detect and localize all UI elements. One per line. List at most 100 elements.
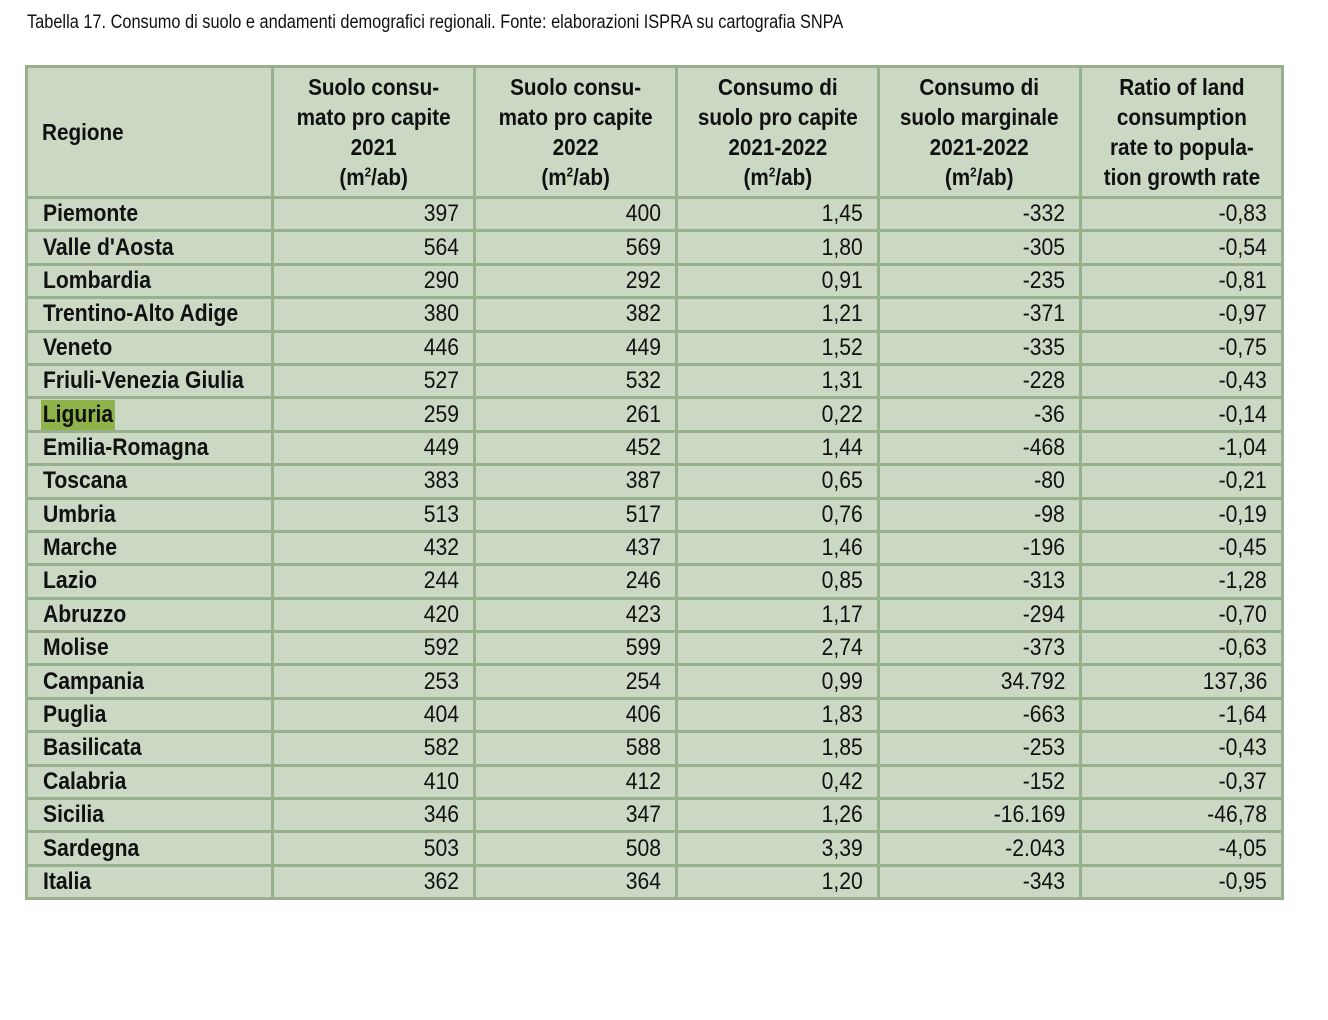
header-per-capita-change: Consumo di suolo pro capite 2021-2022 (m2/a…: [675, 65, 881, 199]
header-label: Consumo di suolo marginale 2021-2022 (m2/ab…: [900, 72, 1059, 192]
cell-text: 364: [625, 868, 662, 895]
regional-land-consumption-table: Regione Suolo consu-mato pro capite 2021 (m…: [24, 65, 1285, 901]
cell-text: 1,85: [821, 734, 864, 762]
per-capita-change-cell: 0,85: [675, 563, 881, 600]
per-capita-change-cell: 0,91: [675, 262, 881, 300]
region-cell: Emilia-Romagna: [24, 429, 275, 467]
cell-text: Friuli-Venezia Giulia: [43, 367, 244, 395]
table-row: Marche 432 437 1,46 -196 -0,45: [24, 529, 1285, 567]
cell-text: -196: [1022, 534, 1066, 562]
per-capita-change-cell: 1,45: [675, 195, 881, 233]
header-line: Consumo di: [919, 74, 1040, 100]
marginal-consumption-cell: -2.043: [877, 830, 1083, 867]
consumed-2022-cell: 254: [473, 663, 679, 700]
consumed-2022-cell: 364: [473, 863, 679, 901]
table-row: Trentino-Alto Adige 380 382 1,21 -371 -0,97: [24, 296, 1285, 333]
header-line: consumption: [1116, 104, 1247, 130]
cell-text: -80: [1034, 467, 1066, 495]
cell-text: -0,97: [1218, 300, 1268, 328]
table-row: Piemonte 397 400 1,45 -332 -0,83: [24, 195, 1285, 233]
table-row: Emilia-Romagna 449 452 1,44 -468 -1,04: [24, 429, 1285, 467]
cell-text: -294: [1022, 600, 1066, 628]
consumed-2021-cell: 253: [271, 663, 477, 700]
ratio-cell: -0,83: [1079, 195, 1285, 233]
header-line: Regione: [42, 119, 124, 145]
cell-text: 513: [423, 500, 460, 528]
ratio-cell: -46,78: [1079, 797, 1285, 834]
table-row: Sicilia 346 347 1,26 -16.169 -46,78: [24, 797, 1285, 834]
cell-text: -373: [1022, 634, 1066, 662]
marginal-consumption-cell: -235: [877, 262, 1083, 300]
cell-text: Trentino-Alto Adige: [43, 300, 239, 328]
table-row: Abruzzo 420 423 1,17 -294 -0,70: [24, 596, 1285, 634]
marginal-consumption-cell: 34.792: [877, 663, 1083, 700]
marginal-consumption-cell: -80: [877, 463, 1083, 500]
consumed-2022-cell: 517: [473, 496, 679, 533]
per-capita-change-cell: 1,44: [675, 429, 881, 467]
per-capita-change-cell: 0,65: [675, 463, 881, 500]
consumed-2021-cell: 380: [271, 296, 477, 333]
consumed-2022-cell: 246: [473, 563, 679, 600]
header-unit: (m2/ab): [945, 164, 1014, 190]
region-cell: Trentino-Alto Adige: [24, 296, 275, 333]
per-capita-change-cell: 1,26: [675, 797, 881, 834]
cell-text: 1,45: [821, 200, 864, 228]
cell-text: Abruzzo: [43, 600, 127, 628]
cell-text: 599: [625, 634, 662, 662]
cell-text: 0,85: [821, 567, 864, 595]
cell-text: 449: [423, 433, 460, 461]
cell-text: 0,42: [821, 767, 864, 795]
marginal-consumption-cell: -332: [877, 195, 1083, 233]
ratio-cell: -0,54: [1079, 229, 1285, 266]
cell-text: -0,21: [1218, 467, 1268, 495]
cell-text: -343: [1022, 868, 1066, 895]
region-cell: Veneto: [24, 329, 275, 366]
cell-text: 0,76: [821, 500, 864, 528]
cell-text: Toscana: [43, 467, 128, 495]
per-capita-change-cell: 0,42: [675, 763, 881, 801]
consumed-2022-cell: 387: [473, 463, 679, 500]
region-cell: Sardegna: [24, 830, 275, 867]
ratio-cell: -0,45: [1079, 529, 1285, 567]
cell-text: 362: [423, 868, 460, 895]
cell-text: -0,95: [1218, 868, 1268, 895]
cell-text: Veneto: [43, 333, 113, 361]
ratio-cell: -1,64: [1079, 696, 1285, 734]
per-capita-change-cell: 1,83: [675, 696, 881, 734]
marginal-consumption-cell: -196: [877, 529, 1083, 567]
per-capita-change-cell: 1,31: [675, 362, 881, 400]
cell-text: 406: [625, 701, 662, 729]
cell-text: -253: [1022, 734, 1066, 762]
cell-text: 400: [625, 200, 662, 228]
cell-text: Valle d'Aosta: [43, 233, 174, 261]
consumed-2021-cell: 564: [271, 229, 477, 266]
cell-text: 3,39: [821, 834, 864, 862]
region-cell: Campania: [24, 663, 275, 700]
region-cell: Umbria: [24, 496, 275, 533]
ratio-cell: -0,21: [1079, 463, 1285, 500]
cell-text: 532: [625, 367, 662, 395]
cell-text: Italia: [43, 868, 92, 895]
region-cell: Basilicata: [24, 730, 275, 767]
consumed-2021-cell: 527: [271, 362, 477, 400]
ratio-cell: -0,97: [1079, 296, 1285, 333]
per-capita-change-cell: 1,20: [675, 863, 881, 901]
header-unit: (m2/ab): [339, 164, 408, 190]
consumed-2022-cell: 452: [473, 429, 679, 467]
cell-text: -98: [1034, 500, 1066, 528]
header-line: suolo marginale: [900, 104, 1059, 130]
consumed-2022-cell: 437: [473, 529, 679, 567]
cell-text: 1,17: [821, 600, 864, 628]
cell-text: Liguria: [41, 399, 115, 430]
cell-text: 292: [625, 266, 662, 294]
region-cell: Sicilia: [24, 797, 275, 834]
region-cell: Lombardia: [24, 262, 275, 300]
cell-text: 410: [423, 767, 460, 795]
per-capita-change-cell: 1,85: [675, 730, 881, 767]
cell-text: Campania: [43, 667, 144, 695]
header-line: Ratio of land: [1118, 74, 1245, 100]
per-capita-change-cell: 3,39: [675, 830, 881, 867]
ratio-cell: -1,28: [1079, 563, 1285, 600]
cell-text: -0,63: [1218, 634, 1268, 662]
cell-text: 564: [423, 233, 460, 261]
